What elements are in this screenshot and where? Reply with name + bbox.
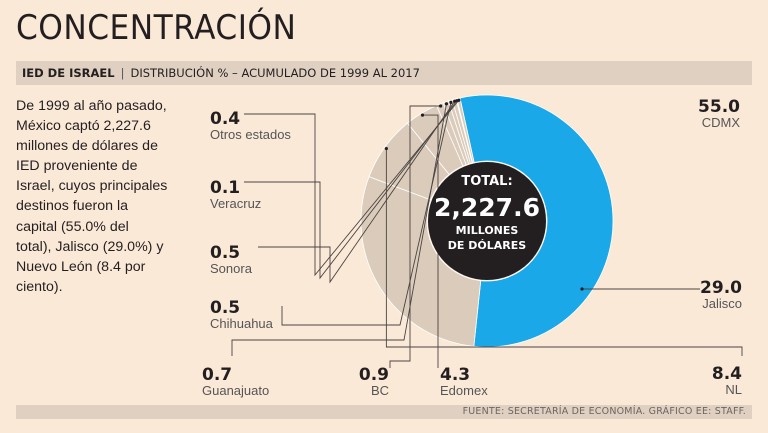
slice-cdmx [459,94,614,348]
slice-jalisco [360,176,482,347]
value-label-bc: 0.9 [359,365,389,385]
subtitle-description: Distribución % – acumulado de 1999 al 20… [130,66,420,80]
leader-dot-edomex [420,113,425,117]
value-label-veracruz: 0.1 [210,178,240,198]
category-label-bc: BC [371,383,389,398]
leader-guanajuato [231,103,447,356]
category-label-otros-estados: Otros estados [210,127,291,142]
value-label-otros-estados: 0.4 [210,109,240,129]
center-unit-line1: MILLONES [456,224,519,237]
leader-bc [389,105,441,368]
leader-nl [385,148,743,356]
value-label-nl: 8.4 [712,364,742,384]
category-label-cdmx: CDMX [702,115,741,130]
leader-edomex [422,114,439,368]
leader-dot-chihuahua [449,100,453,104]
center-total-label: TOTAL: [461,174,512,189]
subtitle-source: IED DE ISRAEL [22,66,115,80]
leader-chihuahua [281,102,452,326]
subtitle-separator: | [120,66,125,80]
slice-otros-estados [456,97,475,164]
leader-dot-nl [384,146,388,151]
category-label-edomex: Edomex [440,383,488,398]
center-total-value: 2,227.6 [434,193,540,222]
category-label-chihuahua: Chihuahua [210,316,274,331]
leader-veracruz [244,100,458,280]
source-footer: Fuente: Secretaría de Economía. Gráfico … [16,405,752,419]
category-label-sonora: Sonora [210,261,253,276]
leader-otros-estados [244,99,460,277]
leader-dot-guanajuato [444,102,449,106]
value-label-cdmx: 55.0 [698,97,740,117]
source-footer-text: Fuente: Secretaría de Economía. Gráfico … [462,406,746,417]
category-label-nl: NL [725,382,742,397]
leader-dot-otros-estados [457,98,461,102]
value-label-sonora: 0.5 [210,243,240,263]
summary-text: De 1999 al año pasado, México captó 2,22… [16,98,168,295]
value-label-edomex: 4.3 [440,365,470,385]
leader-dot-jalisco [580,287,584,291]
subtitle-bar: IED DE ISRAEL | Distribución % – acumulado… [16,61,752,85]
value-label-guanajuato: 0.7 [202,365,232,385]
donut-center [428,162,546,280]
category-label-veracruz: Veracruz [210,196,261,211]
center-unit-line2: DE DÓLARES [448,239,526,252]
value-label-chihuahua: 0.5 [210,298,240,318]
category-label-jalisco: Jalisco [702,296,742,311]
leader-dot-bc [439,104,443,108]
category-label-guanajuato: Guanajuato [202,383,269,398]
value-label-jalisco: 29.0 [700,278,742,298]
page-title: CONCENTRACIÓN [16,8,297,48]
